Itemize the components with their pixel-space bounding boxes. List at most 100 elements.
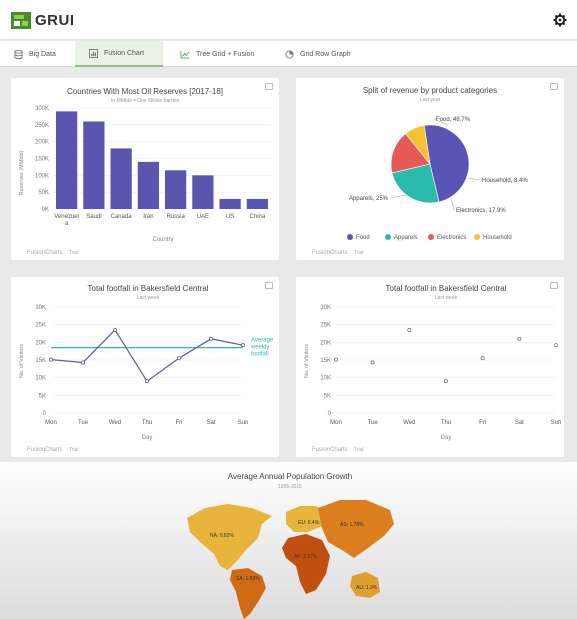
pie-slice[interactable] — [390, 133, 431, 174]
footfall-line-card: Total footfall in Bakersfield Central La… — [11, 277, 279, 457]
chart-title: Split of revenue by product categories — [363, 86, 497, 95]
chart-menu-icon[interactable] — [265, 282, 273, 289]
region-na[interactable] — [187, 504, 272, 570]
data-point[interactable] — [480, 356, 485, 361]
data-point[interactable] — [81, 360, 86, 365]
data-point[interactable] — [444, 379, 448, 384]
revenue-split-card: Split of revenue by product categories L… — [296, 78, 564, 260]
region-label-au: AU: 1.3% — [356, 585, 378, 591]
region-af[interactable] — [282, 534, 330, 594]
x-tick-label: Sat — [206, 420, 215, 426]
slice-leader-line — [467, 177, 481, 181]
tree-chart-icon — [180, 50, 190, 59]
tab-label: Tree Grid + Fusion — [196, 50, 255, 58]
legend-item[interactable]: Food — [356, 235, 370, 241]
x-tick-label: Sun — [551, 420, 562, 426]
bar[interactable] — [55, 111, 78, 209]
region-eu[interactable] — [286, 506, 326, 532]
bar[interactable] — [83, 121, 105, 209]
legend-item[interactable]: Electronics — [437, 235, 466, 241]
data-point[interactable] — [49, 357, 54, 362]
data-point[interactable] — [240, 343, 245, 348]
pie-slice[interactable] — [391, 163, 440, 204]
legend-swatch — [347, 234, 353, 240]
pie-slice[interactable] — [405, 125, 431, 166]
data-point[interactable] — [407, 328, 412, 332]
bar[interactable] — [219, 198, 241, 209]
chart-subtitle: Last year — [420, 97, 441, 103]
data-point[interactable] — [113, 327, 118, 332]
legend-swatch — [474, 234, 480, 240]
tab-big-data[interactable]: Big Data — [0, 41, 75, 67]
y-tick-label: 0 — [43, 411, 47, 417]
logo[interactable]: GRUI — [11, 12, 75, 29]
pie-chart-icon — [285, 49, 294, 59]
y-tick-label: 200K — [35, 140, 49, 146]
trendline-label: Average weekly footfall — [250, 338, 274, 358]
x-tick-label: US — [226, 214, 234, 220]
bar[interactable] — [192, 175, 214, 209]
x-tick-label: Tue — [368, 420, 379, 426]
bar[interactable] — [110, 148, 132, 209]
data-point[interactable] — [208, 336, 213, 341]
legend-swatch — [428, 234, 434, 240]
data-point[interactable] — [176, 356, 181, 361]
x-tick-label: Wed — [403, 420, 415, 426]
y-tick-label: 25K — [320, 323, 331, 329]
bar[interactable] — [137, 161, 160, 209]
legend-item[interactable]: Household — [483, 235, 512, 241]
region-label-na: NA: 0.82% — [210, 533, 234, 539]
x-axis-label: Day — [441, 435, 452, 441]
chart-subtitle: Last week — [435, 295, 458, 301]
y-tick-label: 10K — [35, 376, 46, 382]
slice-label: Household, 8.4% — [482, 178, 528, 184]
series-line — [50, 329, 244, 383]
legend-swatch — [385, 234, 391, 240]
footfall-scatter-card: Total footfall in Bakersfield Central La… — [296, 277, 564, 457]
x-tick-label: Wed — [109, 420, 121, 426]
tab-label: Fusion Chart — [104, 49, 145, 57]
x-tick-label: Thu — [142, 420, 152, 426]
pie-slice[interactable] — [423, 124, 470, 203]
app-header: GRUI — [0, 0, 577, 40]
database-icon — [14, 49, 23, 59]
x-tick-label: Russia — [166, 214, 185, 220]
y-tick-label: 100K — [35, 173, 49, 179]
chart-subtitle: In MMbbl = One Million barrels — [111, 98, 179, 104]
data-point[interactable] — [144, 379, 149, 384]
region-au[interactable] — [350, 572, 380, 598]
y-tick-label: 15K — [320, 358, 331, 364]
chart-icon — [89, 48, 98, 58]
tab-grid-row-graph[interactable]: Grid Row Graph — [271, 41, 371, 67]
region-sa[interactable] — [230, 568, 266, 619]
tab-bar: Big Data Fusion Chart Tree Grid + Fusion… — [0, 41, 577, 67]
y-tick-label: 20K — [320, 340, 331, 346]
tab-tree-grid-fusion[interactable]: Tree Grid + Fusion — [166, 41, 271, 67]
bar[interactable] — [246, 198, 269, 209]
data-point[interactable] — [370, 360, 375, 365]
legend-item[interactable]: Apparels — [394, 235, 418, 241]
tab-fusion-chart[interactable]: Fusion Chart — [75, 41, 163, 67]
population-map-section: Average Annual Population Growth 1955-20… — [0, 462, 577, 619]
revenue-pie-chart: Split of revenue by product categories L… — [312, 86, 528, 256]
data-point[interactable] — [517, 336, 522, 341]
data-point[interactable] — [334, 357, 338, 362]
x-tick-label: Saudi — [86, 214, 101, 220]
y-tick-label: 50K — [38, 190, 49, 196]
x-tick-label: Thu — [441, 420, 451, 426]
footfall-line-chart: Total footfall in Bakersfield Central La… — [19, 284, 274, 453]
tab-label: Grid Row Graph — [300, 50, 351, 58]
y-axis-label: No. of Visitors — [19, 344, 25, 378]
gear-icon[interactable] — [553, 13, 567, 27]
data-point[interactable] — [554, 343, 558, 348]
chart-menu-icon[interactable] — [265, 83, 273, 90]
y-tick-label: 150K — [35, 157, 49, 163]
chart-menu-icon[interactable] — [550, 83, 558, 90]
y-tick-label: 30K — [320, 305, 331, 311]
region-as[interactable] — [318, 500, 394, 558]
y-tick-label: 0K — [42, 207, 49, 213]
chart-menu-icon[interactable] — [550, 282, 558, 289]
bar[interactable] — [164, 170, 187, 209]
y-tick-label: 300K — [35, 106, 49, 112]
region-label-sa: SA: 1.89% — [236, 576, 260, 582]
